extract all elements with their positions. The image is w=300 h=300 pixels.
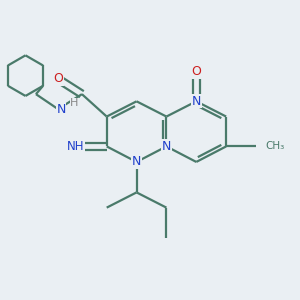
Text: N: N xyxy=(132,155,141,168)
Text: H: H xyxy=(70,98,79,108)
Text: N: N xyxy=(56,103,66,116)
Text: O: O xyxy=(53,72,63,86)
Text: CH₃: CH₃ xyxy=(265,141,284,152)
Text: NH: NH xyxy=(67,140,84,153)
Text: O: O xyxy=(191,65,201,78)
Text: N: N xyxy=(192,95,201,108)
Text: N: N xyxy=(162,140,171,153)
